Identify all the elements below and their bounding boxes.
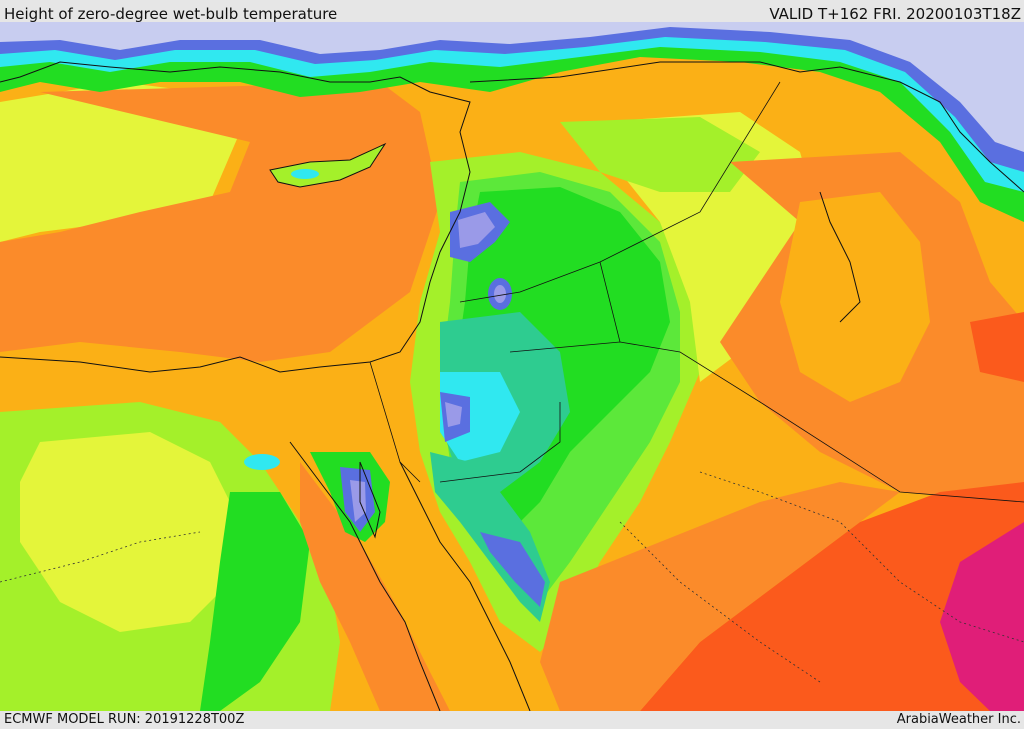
field-violet-lebanon bbox=[458, 212, 495, 248]
border-jordan-iraq bbox=[509, 341, 1024, 503]
field-orange-redsea bbox=[300, 462, 450, 711]
field-cyan-egypt-spot bbox=[244, 454, 280, 470]
border-syria-iraq bbox=[599, 261, 621, 343]
admin-border-2 bbox=[699, 471, 1024, 643]
field-violet-jordan bbox=[445, 402, 462, 427]
coastline-redsea-west bbox=[289, 441, 441, 711]
coastline-turkey bbox=[469, 61, 1024, 193]
field-orange-arabia bbox=[540, 482, 900, 711]
field-orangeyellow-iraq bbox=[780, 192, 930, 402]
border-egypt-israel bbox=[369, 361, 421, 483]
header-bar: Height of zero-degree wet-bulb temperatu… bbox=[0, 0, 1024, 23]
valid-time-label: VALID T+162 FRI. 20200103T18Z bbox=[769, 5, 1021, 23]
admin-borders bbox=[0, 471, 1024, 683]
admin-border-1 bbox=[0, 531, 201, 583]
map-canvas bbox=[0, 22, 1024, 711]
weather-map bbox=[0, 22, 1024, 711]
field-yellowgreen-north bbox=[560, 117, 760, 192]
field-blue-hejaz bbox=[480, 532, 545, 607]
field-cyan-jordan bbox=[440, 372, 520, 462]
country-borders bbox=[369, 81, 1024, 503]
field-violet-hermon bbox=[494, 285, 506, 303]
admin-border-3 bbox=[619, 521, 821, 683]
lake-iraq bbox=[819, 191, 861, 323]
coastline-sinai bbox=[359, 461, 381, 539]
coastline-cyprus bbox=[269, 142, 387, 188]
border-jordan-saudi bbox=[439, 402, 561, 483]
field-redorange-southeast bbox=[640, 482, 1024, 711]
field-yellow-egypt bbox=[20, 432, 240, 632]
field-orange-med bbox=[0, 82, 440, 362]
model-run-label: ECMWF MODEL RUN: 20191228T00Z bbox=[4, 712, 245, 727]
credit-label: ArabiaWeather Inc. bbox=[896, 712, 1021, 727]
field-green-eastern-desert bbox=[200, 492, 310, 711]
field-lavender-sea bbox=[0, 22, 1024, 152]
coastlines bbox=[0, 61, 1024, 711]
field-green-turkey-coast bbox=[0, 22, 1024, 222]
field-magenta-gulf bbox=[940, 522, 1024, 711]
map-title: Height of zero-degree wet-bulb temperatu… bbox=[4, 5, 338, 23]
coastline-med bbox=[0, 61, 471, 373]
footer-bar: ECMWF MODEL RUN: 20191228T00Z ArabiaWeat… bbox=[0, 711, 1024, 729]
field-cyprus-peak bbox=[291, 169, 319, 179]
field-redorange-gulf bbox=[970, 312, 1024, 382]
field-violet-sinai bbox=[350, 480, 366, 522]
coastline-redsea-east bbox=[399, 461, 531, 711]
